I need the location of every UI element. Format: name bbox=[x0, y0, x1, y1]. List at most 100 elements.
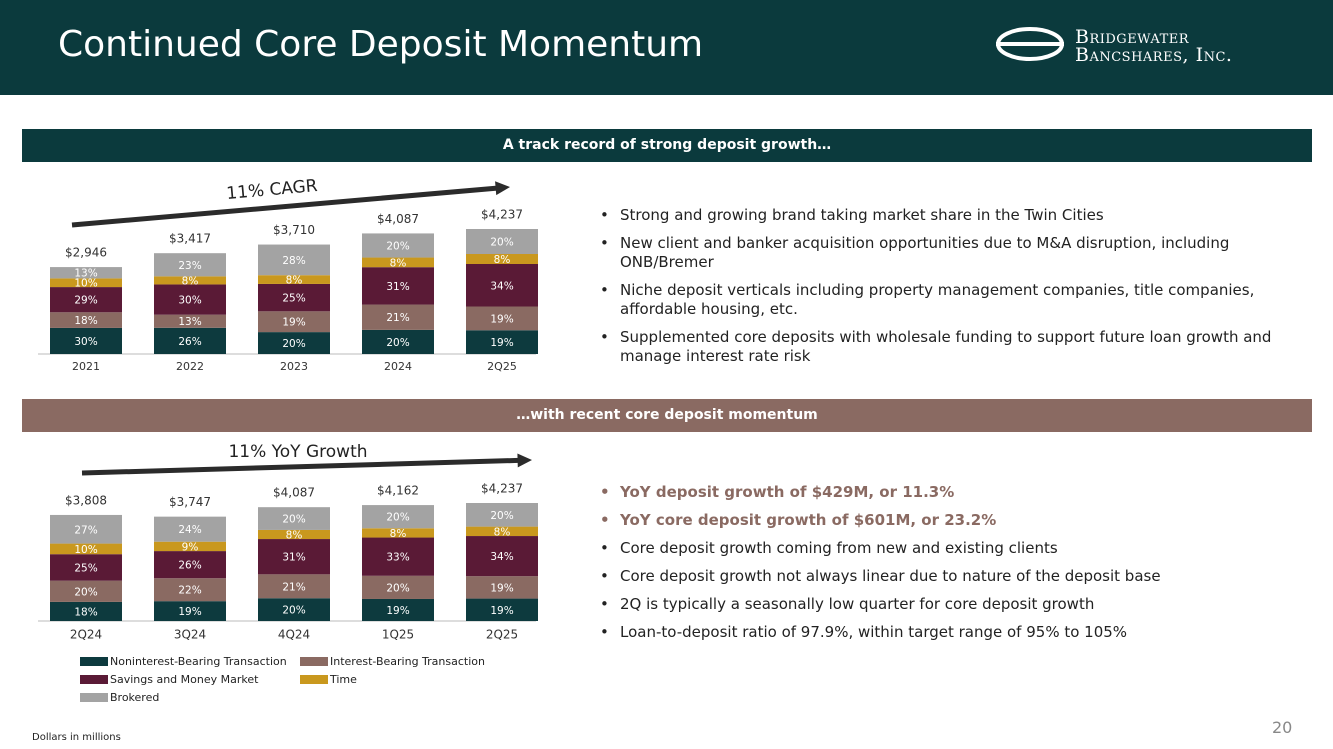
bar-segment bbox=[50, 287, 122, 313]
segment-label: 10% bbox=[74, 278, 97, 290]
bar-segment bbox=[154, 551, 226, 579]
bar-segment bbox=[362, 537, 434, 576]
x-tick-label: 2Q25 bbox=[487, 360, 517, 373]
segment-label: 19% bbox=[386, 605, 409, 617]
bullet: Loan-to-deposit ratio of 97.9%, within t… bbox=[600, 623, 1300, 642]
bar-segment bbox=[362, 267, 434, 305]
bar-segment bbox=[362, 598, 434, 621]
segment-label: 26% bbox=[178, 336, 201, 348]
bar-segment bbox=[154, 253, 226, 277]
segment-label: 21% bbox=[282, 581, 305, 593]
x-tick-label: 4Q24 bbox=[278, 628, 310, 642]
segment-label: 28% bbox=[282, 255, 305, 267]
x-tick-label: 2Q25 bbox=[486, 628, 518, 642]
segment-label: 30% bbox=[74, 336, 97, 348]
bar-segment bbox=[154, 327, 226, 354]
total-label: $2,946 bbox=[65, 246, 107, 260]
total-label: $4,237 bbox=[481, 482, 523, 496]
legend-swatch bbox=[300, 675, 328, 684]
total-label: $4,162 bbox=[377, 484, 419, 498]
bar-segment bbox=[50, 580, 122, 602]
bullet-list: YoY deposit growth of $429M, or 11.3% YoY… bbox=[600, 483, 1300, 651]
segment-label: 30% bbox=[178, 295, 201, 307]
segment-label: 27% bbox=[74, 524, 97, 536]
bar-segment bbox=[466, 576, 538, 599]
bar-segment bbox=[466, 264, 538, 307]
segment-label: 18% bbox=[74, 315, 97, 327]
segment-label: 9% bbox=[182, 541, 199, 553]
bar-segment bbox=[50, 601, 122, 621]
segment-label: 23% bbox=[178, 260, 201, 272]
segment-label: 25% bbox=[282, 293, 305, 305]
bullet: 2Q is typically a seasonally low quarter… bbox=[600, 595, 1300, 614]
bullet: Core deposit growth not always linear du… bbox=[600, 567, 1300, 586]
bar-segment bbox=[466, 526, 538, 537]
segment-label: 19% bbox=[178, 606, 201, 618]
segment-label: 8% bbox=[390, 528, 407, 540]
segment-label: 19% bbox=[490, 337, 513, 349]
total-label: $4,087 bbox=[273, 486, 315, 500]
bar-segment bbox=[258, 529, 330, 540]
segment-label: 8% bbox=[494, 526, 511, 538]
bar-segment bbox=[258, 539, 330, 575]
page-number: 20 bbox=[1272, 718, 1293, 737]
bar-segment bbox=[50, 278, 122, 288]
segment-label: 20% bbox=[386, 337, 409, 349]
bar-segment bbox=[50, 267, 122, 279]
total-label: $4,087 bbox=[377, 212, 419, 226]
section-banner: A track record of strong deposit growth… bbox=[22, 129, 1312, 162]
bar-segment bbox=[466, 330, 538, 354]
bar-segment bbox=[362, 528, 434, 538]
x-tick-label: 2021 bbox=[72, 360, 100, 373]
arrow-head bbox=[495, 181, 510, 196]
segment-label: 20% bbox=[282, 514, 305, 526]
annotation: 11% YoY Growth bbox=[228, 442, 367, 462]
segment-label: 8% bbox=[286, 529, 303, 541]
segment-label: 20% bbox=[282, 605, 305, 617]
legend-swatch bbox=[300, 657, 328, 666]
segment-label: 29% bbox=[74, 295, 97, 307]
bar-segment bbox=[154, 284, 226, 315]
bar-segment bbox=[466, 306, 538, 331]
total-label: $3,417 bbox=[169, 232, 211, 246]
bar-segment bbox=[154, 578, 226, 602]
trend-arrow bbox=[81, 457, 523, 476]
legend-swatch bbox=[80, 675, 108, 684]
bar-segment bbox=[258, 507, 330, 530]
bar-segment bbox=[258, 574, 330, 599]
annotation: 11% CAGR bbox=[226, 176, 319, 204]
segment-label: 22% bbox=[178, 585, 201, 597]
total-label: $3,808 bbox=[65, 493, 107, 507]
bar-segment bbox=[362, 304, 434, 330]
total-label: $3,747 bbox=[169, 495, 211, 509]
segment-label: 19% bbox=[282, 317, 305, 329]
bar-segment bbox=[50, 327, 122, 354]
legend-label: Time bbox=[329, 673, 357, 686]
bullet: New client and banker acquisition opport… bbox=[600, 234, 1300, 272]
bar-segment bbox=[154, 541, 226, 552]
segment-label: 8% bbox=[182, 275, 199, 287]
segment-label: 20% bbox=[490, 510, 513, 522]
x-tick-label: 1Q25 bbox=[382, 628, 414, 642]
segment-label: 25% bbox=[74, 562, 97, 574]
segment-label: 8% bbox=[286, 275, 303, 287]
bar-segment bbox=[362, 505, 434, 529]
header-bar bbox=[0, 0, 1333, 95]
segment-label: 19% bbox=[490, 582, 513, 594]
logo-text: Bancshares, Inc. bbox=[1075, 44, 1233, 66]
segment-label: 10% bbox=[74, 544, 97, 556]
bar-segment bbox=[466, 229, 538, 254]
bar-segment bbox=[466, 254, 538, 264]
segment-label: 21% bbox=[386, 312, 409, 324]
bar-segment bbox=[362, 329, 434, 354]
segment-label: 26% bbox=[178, 560, 201, 572]
legend-swatch bbox=[80, 693, 108, 702]
segment-label: 20% bbox=[490, 237, 513, 249]
bar-segment bbox=[258, 332, 330, 354]
bar-segment bbox=[258, 311, 330, 333]
bar-segment bbox=[258, 283, 330, 312]
x-tick-label: 2023 bbox=[280, 360, 308, 373]
logo-text: Bridgewater bbox=[1075, 26, 1190, 48]
arrow-head bbox=[517, 453, 532, 468]
footnote: Dollars in millions bbox=[32, 732, 121, 743]
